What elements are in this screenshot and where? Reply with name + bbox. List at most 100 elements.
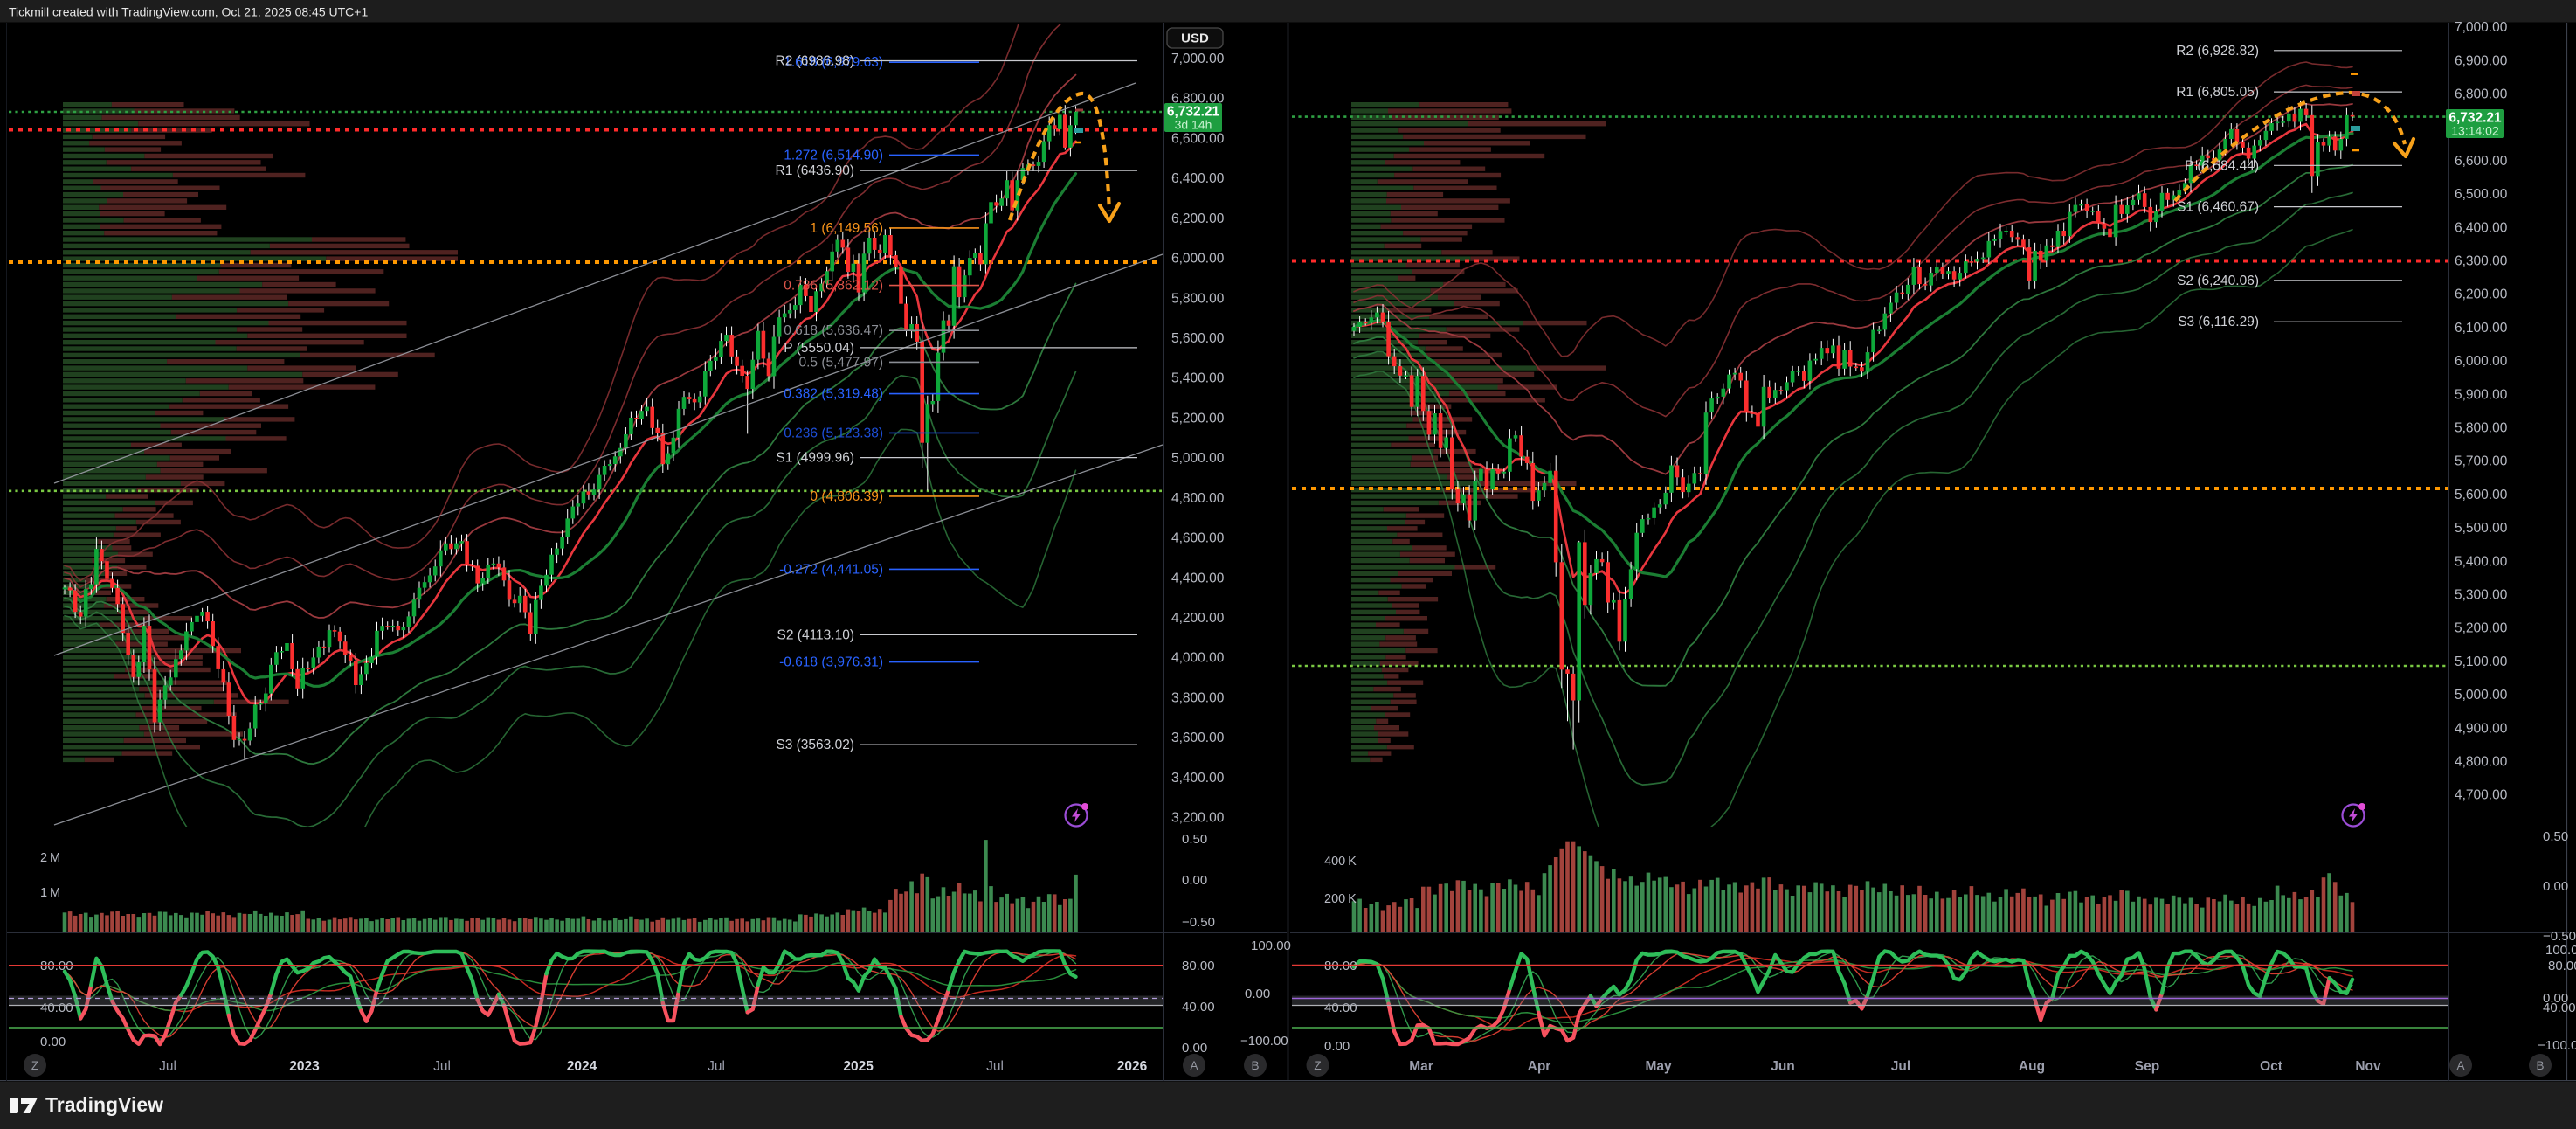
svg-text:40.00: 40.00 xyxy=(1324,1001,1357,1015)
svg-text:S1 (4999.96): S1 (4999.96) xyxy=(776,451,854,466)
svg-text:0.00: 0.00 xyxy=(1182,873,1207,888)
svg-text:0.50: 0.50 xyxy=(1182,832,1207,847)
svg-text:80.00: 80.00 xyxy=(2548,959,2576,973)
svg-text:1 (6,149.56): 1 (6,149.56) xyxy=(810,221,883,236)
svg-text:May: May xyxy=(1646,1059,1673,1074)
svg-text:5,000.00: 5,000.00 xyxy=(2455,688,2508,703)
svg-text:Jun: Jun xyxy=(1771,1059,1795,1074)
svg-text:80.00: 80.00 xyxy=(40,959,73,973)
svg-text:Oct: Oct xyxy=(2260,1059,2282,1074)
svg-text:3,400.00: 3,400.00 xyxy=(1171,771,1225,786)
svg-text:6,800.00: 6,800.00 xyxy=(2455,87,2508,102)
svg-text:B: B xyxy=(2536,1059,2544,1072)
svg-text:5,700.00: 5,700.00 xyxy=(2455,454,2508,469)
svg-text:Mar: Mar xyxy=(1409,1059,1433,1074)
svg-text:6,600.00: 6,600.00 xyxy=(1171,131,1225,146)
svg-text:7,000.00: 7,000.00 xyxy=(2455,20,2508,35)
svg-text:7,000.00: 7,000.00 xyxy=(1171,52,1225,66)
svg-text:-0.272 (4,441.05): -0.272 (4,441.05) xyxy=(779,562,883,577)
svg-text:Apr: Apr xyxy=(1528,1059,1551,1074)
svg-text:2026: 2026 xyxy=(1117,1059,1148,1074)
svg-text:40.00: 40.00 xyxy=(1182,1000,1215,1015)
svg-text:5,400.00: 5,400.00 xyxy=(1171,371,1225,386)
svg-text:Tickmill created with TradingV: Tickmill created with TradingView.com, O… xyxy=(9,5,368,19)
svg-text:80.00: 80.00 xyxy=(1324,959,1357,973)
svg-text:4,400.00: 4,400.00 xyxy=(1171,571,1225,585)
svg-text:6,400.00: 6,400.00 xyxy=(2455,220,2508,235)
svg-text:6,732.21: 6,732.21 xyxy=(2448,111,2502,126)
svg-text:6,100.00: 6,100.00 xyxy=(2455,321,2508,336)
svg-text:2023: 2023 xyxy=(289,1059,320,1074)
svg-text:0.00: 0.00 xyxy=(1324,1039,1350,1054)
svg-text:Jul: Jul xyxy=(708,1059,725,1074)
svg-text:0.5 (5,477.97): 0.5 (5,477.97) xyxy=(798,355,883,370)
svg-text:0.00: 0.00 xyxy=(40,1035,66,1049)
svg-text:4,800.00: 4,800.00 xyxy=(2455,755,2508,770)
svg-text:4,000.00: 4,000.00 xyxy=(1171,651,1225,666)
svg-text:−100.00: −100.00 xyxy=(1240,1034,1288,1049)
svg-text:4,600.00: 4,600.00 xyxy=(1171,531,1225,546)
svg-text:4,800.00: 4,800.00 xyxy=(1171,491,1225,506)
svg-text:0.236 (5,123.38): 0.236 (5,123.38) xyxy=(784,426,883,440)
svg-text:2 M: 2 M xyxy=(40,851,60,865)
svg-text:S2 (4113.10): S2 (4113.10) xyxy=(777,627,854,642)
svg-text:Sep: Sep xyxy=(2135,1059,2159,1074)
svg-text:5,100.00: 5,100.00 xyxy=(2455,655,2508,669)
svg-text:Jul: Jul xyxy=(1891,1059,1910,1074)
svg-text:5,600.00: 5,600.00 xyxy=(2455,488,2508,502)
svg-text:0.382 (5,319.48): 0.382 (5,319.48) xyxy=(784,387,883,402)
svg-text:2024: 2024 xyxy=(567,1059,597,1074)
svg-text:S3 (6,116.29): S3 (6,116.29) xyxy=(2178,315,2259,329)
svg-text:6,000.00: 6,000.00 xyxy=(1171,252,1225,267)
svg-text:1 M: 1 M xyxy=(40,886,60,900)
svg-text:5,500.00: 5,500.00 xyxy=(2455,521,2508,536)
svg-text:5,300.00: 5,300.00 xyxy=(2455,588,2508,603)
svg-text:5,900.00: 5,900.00 xyxy=(2455,387,2508,402)
svg-text:3,600.00: 3,600.00 xyxy=(1171,731,1225,745)
svg-text:-0.618 (3,976.31): -0.618 (3,976.31) xyxy=(779,655,883,670)
svg-text:0.50: 0.50 xyxy=(2543,829,2568,844)
svg-text:6,600.00: 6,600.00 xyxy=(2455,154,2508,169)
svg-text:6,200.00: 6,200.00 xyxy=(1171,211,1225,226)
svg-text:TradingView: TradingView xyxy=(45,1093,163,1116)
svg-text:100.00: 100.00 xyxy=(1251,939,1291,953)
svg-text:4,700.00: 4,700.00 xyxy=(2455,788,2508,803)
svg-text:6,500.00: 6,500.00 xyxy=(2455,187,2508,202)
svg-text:100.00: 100.00 xyxy=(2545,943,2576,958)
svg-text:Z: Z xyxy=(1314,1059,1321,1072)
svg-text:6,900.00: 6,900.00 xyxy=(2455,53,2508,68)
svg-text:40.00: 40.00 xyxy=(2543,1001,2576,1015)
svg-text:−0.50: −0.50 xyxy=(2543,929,2576,944)
svg-text:6,732.21: 6,732.21 xyxy=(1167,105,1220,120)
svg-text:Z: Z xyxy=(31,1059,38,1072)
svg-text:3,800.00: 3,800.00 xyxy=(1171,690,1225,705)
svg-text:13:14:02: 13:14:02 xyxy=(2451,124,2499,138)
svg-text:80.00: 80.00 xyxy=(1182,959,1215,973)
svg-text:−100.00: −100.00 xyxy=(2538,1038,2576,1053)
svg-text:Jul: Jul xyxy=(433,1059,451,1074)
svg-text:0.00: 0.00 xyxy=(2543,879,2568,894)
svg-text:P (6,584.44): P (6,584.44) xyxy=(2185,158,2259,173)
svg-text:1.272 (6,514.90): 1.272 (6,514.90) xyxy=(784,148,883,163)
svg-text:Nov: Nov xyxy=(2355,1059,2381,1074)
svg-text:0.618 (5,636.47): 0.618 (5,636.47) xyxy=(784,323,883,338)
svg-text:6,300.00: 6,300.00 xyxy=(2455,254,2508,269)
svg-text:Aug: Aug xyxy=(2019,1059,2045,1074)
svg-text:6,200.00: 6,200.00 xyxy=(2455,287,2508,302)
svg-text:5,400.00: 5,400.00 xyxy=(2455,554,2508,569)
svg-text:1.618 (6,979.63): 1.618 (6,979.63) xyxy=(784,55,883,70)
svg-text:R2 (6986.98): R2 (6986.98) xyxy=(776,54,854,69)
svg-text:4,200.00: 4,200.00 xyxy=(1171,611,1225,626)
svg-text:S1 (6,460.67): S1 (6,460.67) xyxy=(2177,200,2259,215)
svg-text:200 K: 200 K xyxy=(1324,892,1357,906)
svg-text:S2 (6,240.06): S2 (6,240.06) xyxy=(2177,274,2259,288)
svg-text:4,900.00: 4,900.00 xyxy=(2455,721,2508,736)
svg-text:Jul: Jul xyxy=(159,1059,176,1074)
svg-text:R2 (6,928.82): R2 (6,928.82) xyxy=(2176,44,2259,59)
svg-text:A: A xyxy=(2456,1059,2464,1072)
svg-text:0 (4,806.39): 0 (4,806.39) xyxy=(810,489,883,504)
svg-text:5,200.00: 5,200.00 xyxy=(2455,621,2508,636)
svg-text:A: A xyxy=(1190,1059,1198,1072)
svg-text:40.00: 40.00 xyxy=(40,1001,73,1015)
svg-text:400 K: 400 K xyxy=(1324,855,1357,869)
